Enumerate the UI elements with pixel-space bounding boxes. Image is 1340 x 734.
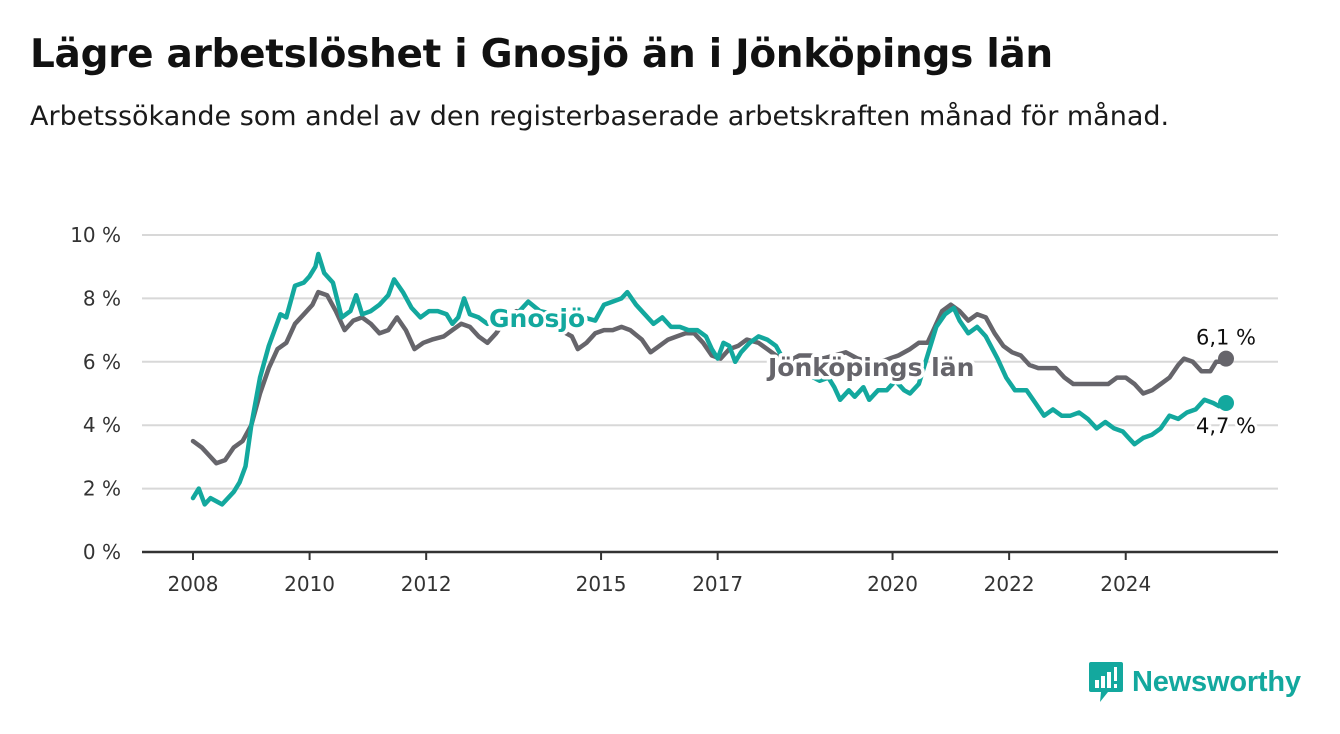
x-tick-label: 2020 <box>867 572 918 596</box>
y-axis-ticks: 0 % 2 % 4 % 6 % 8 % 10 % <box>70 223 121 564</box>
series-line-jonkopings-lan <box>190 289 1229 466</box>
bar-chart-exclamation-icon <box>1089 662 1123 702</box>
newsworthy-brand: Newsworthy <box>1088 660 1301 704</box>
series-label-jonkopings-lan: Jönköpings län <box>766 353 974 382</box>
y-tick-label: 2 % <box>83 477 121 501</box>
x-tick-label: 2012 <box>401 572 452 596</box>
y-tick-label: 4 % <box>83 413 121 437</box>
series-label-gnosjo: Gnosjö <box>489 304 585 333</box>
x-tick-label: 2008 <box>168 572 219 596</box>
chart-title: Lägre arbetslöshet i Gnosjö än i Jönköpi… <box>30 32 1053 77</box>
series-line-gnosjo <box>190 251 1229 507</box>
x-tick-label: 2022 <box>984 572 1035 596</box>
x-tick-label: 2024 <box>1100 572 1151 596</box>
series-labels: Gnosjö Jönköpings län 6,1 % 4,7 % <box>486 301 1260 442</box>
x-tick-label: 2010 <box>284 572 335 596</box>
gridlines <box>142 234 1278 554</box>
chart-subtitle: Arbetssökande som andel av den registerb… <box>30 101 1170 132</box>
end-label-jonkopings-lan: 6,1 % <box>1196 326 1256 350</box>
y-tick-label: 6 % <box>83 350 121 374</box>
brand-name: Newsworthy <box>1132 665 1301 698</box>
series-end-point-gnosjo <box>1218 395 1234 412</box>
x-axis-ticks: 2008 2010 2012 2015 2017 2020 2022 2024 <box>168 552 1151 596</box>
y-tick-label: 8 % <box>83 286 121 310</box>
y-tick-label: 10 % <box>70 223 121 247</box>
x-tick-label: 2015 <box>576 572 627 596</box>
series-lines <box>190 251 1234 507</box>
series-end-point-jonkopings-lan <box>1218 350 1234 367</box>
x-tick-label: 2017 <box>692 572 743 596</box>
y-tick-label: 0 % <box>83 540 121 564</box>
end-label-gnosjo: 4,7 % <box>1196 414 1256 438</box>
